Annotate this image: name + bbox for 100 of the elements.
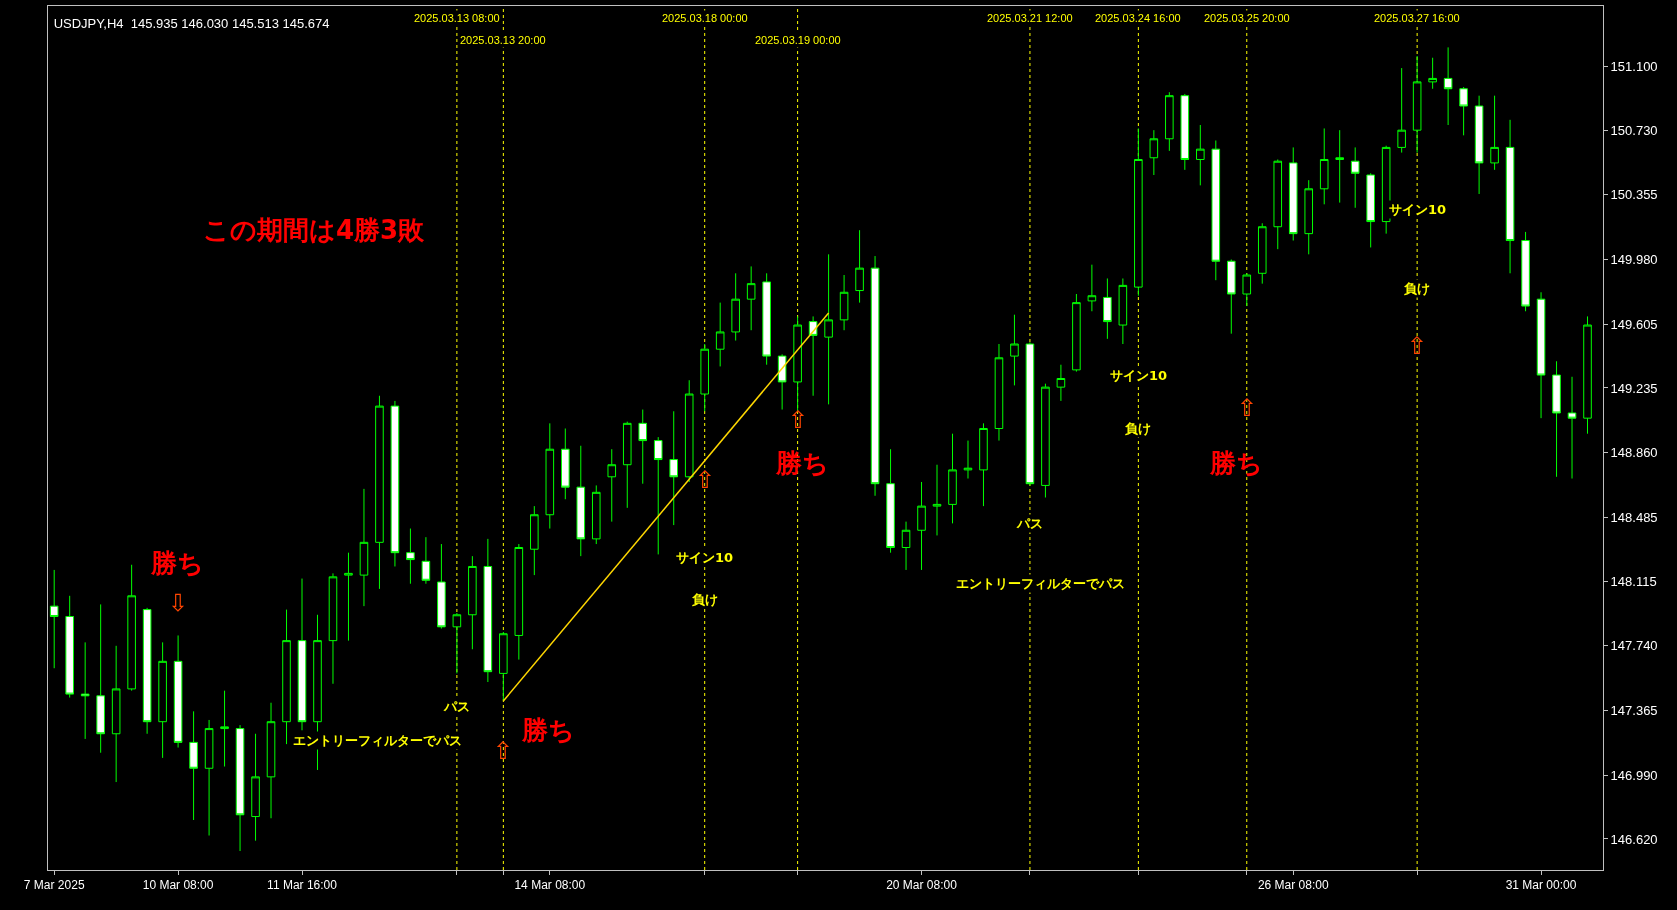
x-tick-label: 2025.03.13 20:00 (460, 34, 546, 46)
candlestick (777, 353, 787, 411)
candlestick (483, 538, 493, 683)
candlestick (1397, 67, 1406, 154)
annotation: ⇧ (1237, 394, 1258, 422)
candlestick (684, 379, 694, 483)
candlestick (127, 564, 136, 692)
candlestick (297, 578, 307, 731)
candlestick (1536, 291, 1546, 419)
candlestick (638, 409, 648, 485)
x-tick-label: 2025.03.19 00:00 (755, 34, 841, 46)
candlestick (561, 428, 570, 500)
candlestick (1319, 127, 1329, 205)
candlestick (1041, 383, 1050, 498)
candlestick (1474, 95, 1484, 195)
candlestick (901, 521, 911, 571)
candlestick (824, 253, 833, 405)
x-tick-label: 2025.03.25 20:00 (1204, 12, 1290, 24)
y-tick-label: 146.620 (1610, 831, 1658, 847)
annotation: ⇧ (1407, 332, 1428, 360)
candlestick (715, 302, 725, 367)
y-tick-label: 149.605 (1610, 316, 1658, 332)
y-tick-label: 148.485 (1610, 509, 1658, 525)
candlestick (669, 410, 679, 526)
candlestick (1288, 146, 1298, 242)
candlestick (1165, 91, 1174, 152)
candlestick (1242, 272, 1252, 307)
candlestick (855, 229, 864, 304)
annotation: 勝ち (775, 448, 829, 478)
candlestick (1211, 140, 1221, 281)
candlestick (1196, 124, 1205, 186)
candlestick (158, 641, 167, 759)
x-tick-label: 2025.03.24 16:00 (1095, 12, 1181, 24)
candlestick (452, 612, 462, 674)
y-tick-label: 147.740 (1610, 638, 1658, 654)
annotation: 勝ち (1209, 448, 1263, 478)
annotation: ⇧ (788, 406, 809, 434)
candlestick (1226, 259, 1236, 335)
candlestick (1366, 172, 1375, 248)
text: USDJPY,H4 145.935 146.030 145.513 145.674 (53, 16, 330, 32)
candlestick (1567, 376, 1577, 480)
candlestick (886, 448, 895, 554)
candlestick (870, 255, 880, 497)
x-tick-label: 2025.03.21 12:00 (987, 12, 1073, 24)
annotation: サイン10 (676, 550, 734, 565)
candlestick (808, 315, 818, 397)
annotation: ⇩ (168, 589, 189, 617)
candlestick (700, 343, 709, 412)
candlestick (359, 488, 369, 607)
annotation: サイン10 (1110, 368, 1168, 383)
candlestick (437, 543, 446, 630)
annotation: サイン10 (1389, 202, 1447, 217)
candlestick (762, 272, 771, 366)
annotation: ⇧ (493, 737, 514, 765)
annotation: エントリーフィルターでパス (956, 576, 1125, 591)
candlestick (421, 536, 431, 585)
y-tick-label: 147.365 (1610, 703, 1658, 719)
candlestick (1350, 146, 1360, 209)
candlestick (607, 448, 617, 523)
candlestick (499, 631, 508, 702)
candlestick (1335, 129, 1344, 204)
candlestick (142, 607, 152, 735)
candlestick (1443, 46, 1453, 126)
candlestick (1257, 222, 1267, 285)
candlestick (839, 274, 849, 331)
annotation: 勝ち (150, 548, 204, 578)
candlestick (994, 343, 1004, 442)
annotation: この期間は4勝3敗 (203, 215, 426, 245)
candlestick (1072, 293, 1081, 373)
candlestick (344, 552, 353, 642)
candlestick (1273, 158, 1283, 250)
candlestick (111, 645, 121, 783)
candlestick (80, 641, 90, 740)
candlestick (530, 505, 539, 576)
candlestick (1087, 264, 1097, 312)
candlestick (282, 609, 291, 745)
candlestick (251, 733, 260, 842)
candlestick (468, 555, 477, 650)
candlestick (204, 719, 214, 837)
x-tick-label: 7 Mar 2025 (23, 878, 85, 893)
candlestick (793, 315, 802, 412)
candlestick (746, 265, 756, 331)
candlestick (979, 422, 988, 507)
candlestick (1490, 95, 1499, 171)
candlestick (1103, 277, 1112, 340)
y-tick-label: 149.980 (1610, 252, 1658, 268)
y-tick-label: 148.860 (1610, 445, 1658, 461)
candlestick (622, 421, 632, 509)
annotation: パス (1016, 516, 1043, 531)
y-tick-label: 150.355 (1610, 187, 1658, 203)
x-tick-label: 31 Mar 00:00 (1505, 878, 1577, 893)
candlestick (390, 400, 400, 567)
candlestick (65, 595, 74, 699)
candlestick (653, 436, 663, 555)
candlestick (963, 440, 973, 480)
candlestick (591, 484, 601, 545)
candlestick (1180, 93, 1190, 171)
x-tick-label: 14 Mar 08:00 (514, 878, 586, 893)
candlestick (1412, 55, 1422, 154)
x-tick-label: 2025.03.18 00:00 (662, 12, 748, 24)
